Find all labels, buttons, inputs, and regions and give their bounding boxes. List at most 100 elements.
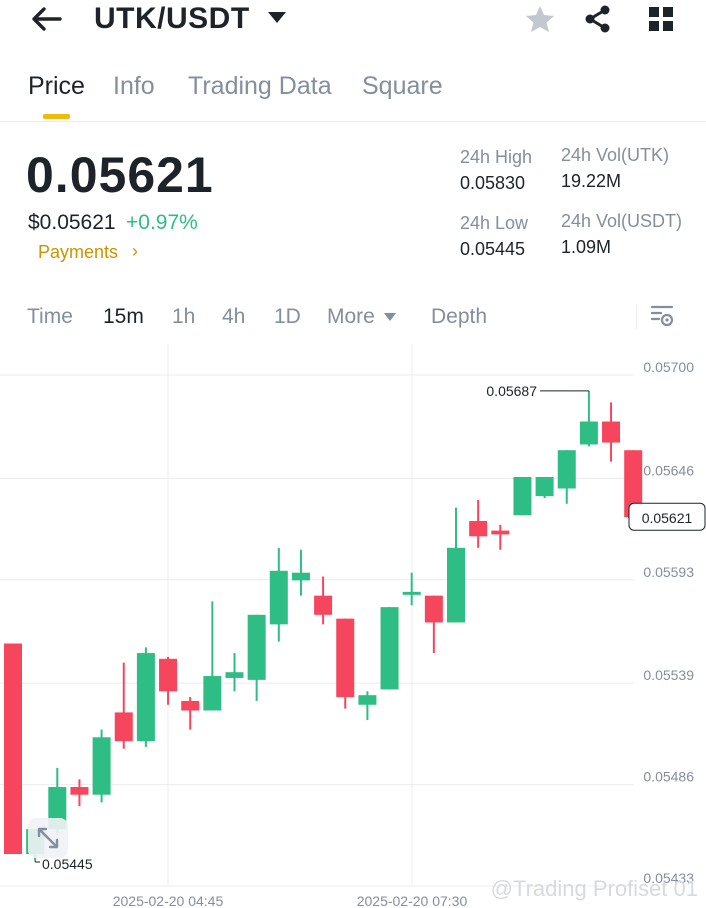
vol-quote-label: 24h Vol(USDT) bbox=[561, 211, 683, 231]
candle bbox=[513, 477, 532, 516]
tab-price[interactable]: Price bbox=[28, 72, 85, 100]
candle-body bbox=[247, 614, 266, 680]
candle-body bbox=[424, 595, 443, 623]
x-tick-label: 2025-02-20 04:45 bbox=[113, 893, 224, 908]
candle bbox=[469, 499, 488, 548]
candle bbox=[114, 662, 133, 749]
candle bbox=[92, 729, 111, 803]
candle bbox=[269, 547, 288, 642]
chart-grid bbox=[0, 344, 634, 887]
candlestick-chart[interactable]: 0.05700 0.05646 0.05593 0.05539 0.05486 0.054… bbox=[0, 344, 706, 908]
candle-body bbox=[269, 570, 288, 625]
chevron-right-icon[interactable]: › bbox=[132, 241, 138, 261]
last-price: 0.05621 bbox=[26, 147, 214, 203]
y-tick-label: 0.05539 bbox=[643, 667, 694, 683]
candle-body bbox=[136, 653, 155, 742]
candle-body bbox=[624, 450, 643, 518]
candle-body bbox=[535, 477, 554, 497]
grid-icon[interactable] bbox=[648, 6, 674, 32]
interval-15m[interactable]: 15m bbox=[103, 305, 144, 328]
candle-body bbox=[203, 676, 222, 711]
candles bbox=[4, 390, 643, 860]
candle-body bbox=[402, 591, 421, 595]
candle-body bbox=[447, 547, 465, 623]
candle-body bbox=[602, 421, 621, 443]
candle bbox=[447, 507, 465, 623]
candle-body bbox=[579, 421, 598, 445]
x-tick-label: 2025-02-20 07:30 bbox=[357, 893, 468, 908]
low-value: 0.05445 bbox=[460, 239, 526, 259]
candle bbox=[203, 601, 222, 711]
candle bbox=[491, 524, 510, 550]
candle-body bbox=[336, 618, 355, 698]
y-tick-label: 0.05593 bbox=[643, 564, 694, 580]
top-bar: UTK/USDT bbox=[0, 0, 706, 50]
interval-4h[interactable]: 4h bbox=[222, 305, 246, 328]
candle bbox=[291, 549, 310, 596]
candle-body bbox=[469, 521, 488, 537]
candle-body bbox=[557, 450, 576, 489]
high-label: 24h High bbox=[460, 147, 533, 167]
candle bbox=[314, 576, 333, 625]
tab-trading-data[interactable]: Trading Data bbox=[188, 72, 332, 100]
candle-body bbox=[314, 595, 333, 615]
candle bbox=[358, 691, 377, 721]
watermark: @Trading Profiset 01 bbox=[490, 876, 698, 901]
tab-square[interactable]: Square bbox=[362, 72, 443, 100]
chart-settings-icon[interactable] bbox=[649, 303, 675, 329]
interval-1d[interactable]: 1D bbox=[274, 305, 301, 328]
candle bbox=[602, 402, 621, 462]
candle bbox=[181, 697, 200, 730]
candle bbox=[247, 614, 266, 701]
candle-body bbox=[380, 607, 399, 690]
candle bbox=[402, 572, 421, 606]
more-caret-down-icon[interactable] bbox=[384, 313, 396, 321]
expand-icon[interactable] bbox=[28, 818, 68, 858]
candle bbox=[380, 607, 399, 690]
last-price-tag-label: 0.05621 bbox=[642, 510, 693, 526]
back-arrow-icon[interactable] bbox=[30, 6, 64, 32]
caret-down-icon[interactable] bbox=[268, 12, 286, 23]
candle bbox=[579, 390, 598, 447]
candle-body bbox=[70, 787, 89, 795]
share-icon[interactable] bbox=[582, 4, 614, 34]
candle bbox=[136, 647, 155, 747]
y-tick-label: 0.05433 bbox=[643, 870, 694, 886]
pair-title[interactable]: UTK/USDT bbox=[94, 2, 250, 35]
min-price-label: 0.05445 bbox=[42, 856, 93, 872]
y-tick-label: 0.05700 bbox=[643, 359, 694, 375]
vol-base-label: 24h Vol(UTK) bbox=[561, 145, 670, 165]
star-icon[interactable] bbox=[524, 4, 556, 34]
candle bbox=[535, 477, 554, 499]
candle-body bbox=[513, 477, 532, 516]
low-label: 24h Low bbox=[460, 213, 529, 233]
candle bbox=[557, 450, 576, 504]
active-tab-indicator bbox=[43, 114, 70, 119]
change-percent: +0.97% bbox=[126, 211, 198, 234]
candle-body bbox=[92, 737, 111, 795]
candle-body bbox=[291, 572, 310, 581]
candle-body bbox=[491, 530, 510, 535]
chart-labels: 0.05700 0.05646 0.05593 0.05539 0.05486 0.054… bbox=[34, 359, 706, 908]
payments-link[interactable]: Payments bbox=[38, 242, 119, 262]
candle bbox=[4, 643, 22, 855]
candle bbox=[70, 779, 89, 807]
last-price-tag bbox=[628, 502, 706, 531]
candle bbox=[424, 595, 443, 654]
tabs-divider bbox=[0, 121, 706, 122]
interval-more[interactable]: More bbox=[327, 305, 375, 328]
candle-body bbox=[181, 700, 200, 711]
tab-info[interactable]: Info bbox=[113, 72, 155, 100]
interval-1h[interactable]: 1h bbox=[172, 305, 196, 328]
depth-tab[interactable]: Depth bbox=[431, 305, 488, 328]
vol-base-value: 19.22M bbox=[561, 171, 622, 191]
candle bbox=[225, 653, 244, 692]
candle-body bbox=[358, 695, 377, 705]
candle bbox=[336, 618, 355, 709]
candle-body bbox=[114, 712, 133, 742]
usd-price: $0.05621 bbox=[28, 211, 116, 234]
interval-separator bbox=[636, 305, 637, 329]
max-price-label: 0.05687 bbox=[486, 383, 537, 399]
interval-time[interactable]: Time bbox=[27, 305, 73, 328]
high-value: 0.05830 bbox=[460, 173, 526, 193]
